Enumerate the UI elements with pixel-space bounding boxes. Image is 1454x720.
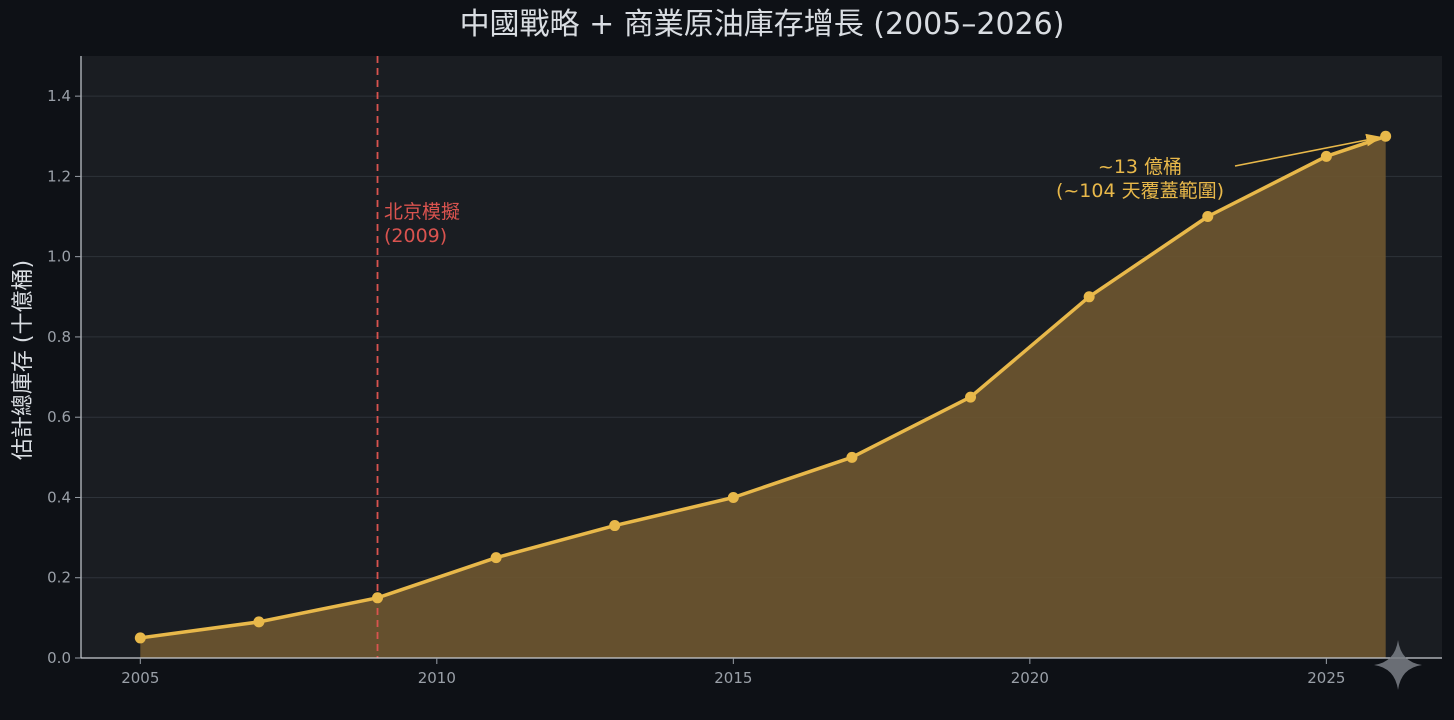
chart-title: 中國戰略 + 商業原油庫存增長 (2005–2026) — [460, 7, 1065, 42]
annotation-total-line1: ~13 億桶 — [1098, 156, 1182, 178]
x-tick-label-2: 2015 — [714, 669, 752, 687]
y-tick-label-7: 1.4 — [47, 87, 71, 105]
annotation-total-line2: (~104 天覆蓋範圍) — [1056, 180, 1224, 202]
y-tick-label-5: 1.0 — [47, 248, 71, 266]
y-tick-label-6: 1.2 — [47, 167, 71, 185]
y-tick-label-4: 0.8 — [47, 328, 71, 346]
series-line — [140, 134, 1387, 640]
data-point-2023 — [1202, 211, 1214, 223]
x-tick-label-4: 2025 — [1307, 669, 1345, 687]
y-tick-label-3: 0.6 — [47, 408, 71, 426]
data-point-2019 — [965, 391, 977, 403]
x-tick-label-0: 2005 — [121, 669, 159, 687]
x-tick-labels: 2005 2010 2015 2020 2025 — [121, 658, 1345, 687]
annotation-beijing-line2: (2009) — [384, 225, 447, 247]
annotation-beijing-line1: 北京模擬 — [384, 201, 460, 223]
data-point-2009 — [372, 592, 384, 604]
y-tick-labels: 0.0 0.2 0.4 0.6 0.8 1.0 1.2 1.4 — [47, 87, 81, 667]
x-tick-label-1: 2010 — [418, 669, 456, 687]
data-point-2005 — [134, 632, 146, 644]
data-points — [134, 130, 1392, 644]
y-tick-label-2: 0.4 — [47, 488, 71, 506]
x-tick-label-3: 2020 — [1011, 669, 1049, 687]
data-point-2015 — [727, 491, 739, 503]
data-point-2007 — [253, 616, 265, 628]
y-axis-label: 估計總庫存 (十億桶) — [11, 260, 36, 460]
sparkle-icon — [1374, 640, 1422, 690]
data-point-2026 — [1380, 130, 1392, 142]
y-tick-label-1: 0.2 — [47, 569, 71, 587]
annotation-arrow — [1234, 133, 1383, 167]
data-point-2021 — [1083, 291, 1095, 303]
data-point-2025 — [1320, 150, 1332, 162]
series-area-fill — [140, 136, 1386, 659]
data-point-2017 — [846, 451, 858, 463]
data-point-2011 — [490, 552, 502, 564]
data-point-2013 — [609, 520, 621, 532]
axes — [80, 56, 1442, 659]
y-tick-label-0: 0.0 — [47, 649, 71, 667]
